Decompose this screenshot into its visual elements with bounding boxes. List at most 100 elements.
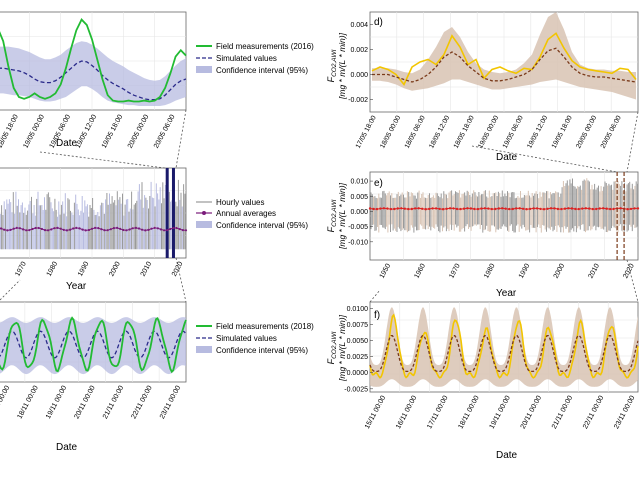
panel-b-annual-point xyxy=(131,227,134,230)
svg-text:FCO2,AWI: FCO2,AWI xyxy=(326,331,338,364)
panel-f-ytick-label: -0.0025 xyxy=(344,386,368,393)
panel-b-annual-point xyxy=(84,229,87,232)
legend-b-annual-dot xyxy=(202,211,206,215)
panel-d-ci-band xyxy=(372,12,636,100)
panel-e-annual-point xyxy=(431,207,434,210)
panel-e-annual-point xyxy=(400,207,403,210)
panel-a-xtick-label: 19/05 12:00 xyxy=(75,114,99,150)
connector-e-f-right xyxy=(626,259,639,303)
panel-d-ytick-label: 0.004 xyxy=(350,22,368,29)
panel-e-ytick-label: 0.000 xyxy=(350,209,368,216)
connector-b-to-c-left xyxy=(0,279,21,301)
panel-e-annual-point xyxy=(455,207,459,211)
panel-c-xtick-label: 21/11 00:00 xyxy=(102,385,125,421)
panel-b-annual-point xyxy=(125,229,128,232)
panel-b-hl-2016 xyxy=(165,168,169,258)
panel-f-label: f) xyxy=(374,310,380,321)
panel-e-annual-point xyxy=(612,207,615,211)
legend-a-sim-label: Simulated values xyxy=(216,54,277,63)
panel-e-xtick-label: 1960 xyxy=(413,263,427,280)
panel-b-annual-point xyxy=(78,227,81,230)
panel-f-ytick-label: 0.0075 xyxy=(347,322,369,329)
panel-b-annual-point xyxy=(181,229,184,232)
panel-b-annual-point xyxy=(22,228,25,231)
panel-d-ylabel-sub: CO2,AWI xyxy=(331,49,338,77)
panel-f-ylabel-sub: CO2,AWI xyxy=(331,331,338,359)
connector-b-to-c-right xyxy=(175,257,187,303)
panel-e-annual-point xyxy=(490,207,493,211)
panel-b-xtick-label: 2020 xyxy=(171,261,185,278)
panel-e-annual-point xyxy=(563,207,567,210)
panel-b-annual-point xyxy=(56,226,59,229)
panel-e-annual-point xyxy=(560,207,563,211)
panel-b-annual-point xyxy=(69,228,72,231)
panel-b-annual-point xyxy=(103,229,106,232)
panel-c-xtick-label: 22/11 00:00 xyxy=(130,385,153,421)
panel-d-xtick-label: 18/05 12:00 xyxy=(428,114,451,149)
panel-e-annual-point xyxy=(609,207,612,211)
panel-e-ylabel-main: F xyxy=(326,226,336,232)
connector-d-left xyxy=(471,145,618,173)
panel-e-annual-point xyxy=(591,207,594,211)
panel-f-xtick-label: 17/11 00:00 xyxy=(426,395,449,431)
panel-f-ylabel: FCO2,AWI [mg * m/(L * min)] xyxy=(326,314,347,382)
panel-e-annual-point xyxy=(469,207,473,210)
panel-b-annual-point xyxy=(75,226,78,229)
panel-f-ytick-label: 0.0025 xyxy=(347,354,369,361)
panel-f-ytick-label: 0.0000 xyxy=(347,370,369,377)
panel-b-annual-point xyxy=(122,228,125,232)
panel-a: 18/05 18:00 19/05 00:00 19/05 06:00 19/05 1… xyxy=(0,11,314,150)
legend-b-hourly-label: Hourly values xyxy=(216,198,264,207)
panel-f-xlabel: Date xyxy=(496,450,518,461)
panel-e-annual-point xyxy=(434,207,438,210)
panel-e-annual-point xyxy=(556,207,560,211)
legend-a-ci-label: Confidence interval (95%) xyxy=(216,66,308,75)
panel-b-legend: Hourly values Annual averages Confidence… xyxy=(196,198,308,230)
panel-b-xtick-label: 2010 xyxy=(140,261,154,278)
panel-b-annual-point xyxy=(169,227,172,231)
panel-e-annual-point xyxy=(382,207,386,210)
panel-e-annual-point xyxy=(386,207,389,210)
panel-e-xlabel: Year xyxy=(496,288,517,299)
panel-e-xtick-label: 2020 xyxy=(622,263,636,280)
panel-c-xtick-label: 23/11 00:00 xyxy=(159,385,182,421)
panel-e-annual-point xyxy=(546,207,549,210)
panel-d-xtick-label: 17/05 18:00 xyxy=(355,114,378,149)
panel-d-xlabel: Date xyxy=(496,152,518,163)
panel-f-xtick-label: 22/11 00:00 xyxy=(582,395,605,431)
panel-e-ylabel-units: [mg * m/(L * min)] xyxy=(337,182,347,250)
panel-b-annual-point xyxy=(178,228,181,231)
panel-b-annual-point xyxy=(156,227,159,230)
panel-e-annual-point xyxy=(595,207,598,211)
panel-d-ylabel: FCO2,AWI [mg * m/(L * min)] xyxy=(326,32,347,100)
panel-d-field-line xyxy=(371,32,637,87)
panel-e-annual-point xyxy=(407,207,410,211)
panel-c-xtick-label: 18/11 00:00 xyxy=(16,385,39,421)
panel-b-annual-point xyxy=(163,229,166,232)
panel-e-annual-point xyxy=(375,207,379,211)
panel-d-xtick-label: 19/05 12:00 xyxy=(526,114,549,149)
panel-e-annual-point xyxy=(581,207,584,210)
panel-f-ytick-label: 0.0100 xyxy=(347,306,369,313)
panel-b-xtick-label: 1980 xyxy=(46,261,60,278)
panel-b-annual-point xyxy=(18,227,21,230)
panel-e-annual-point xyxy=(421,207,424,210)
panel-c-field-line xyxy=(0,316,187,374)
panel-d-xtick-label: 18/05 06:00 xyxy=(404,114,427,149)
panel-e-annual-point xyxy=(452,207,455,210)
panel-e-annual-point xyxy=(626,208,629,211)
panel-e-annual-point xyxy=(542,208,546,211)
panel-b-annual-point xyxy=(31,227,34,231)
panel-b-annual-point xyxy=(116,226,119,229)
panel-b-annual-point xyxy=(144,229,147,232)
panel-b-annual-point xyxy=(81,228,84,231)
panel-f-xtick-label: 21/11 00:00 xyxy=(551,395,574,431)
panel-e-annual-point xyxy=(629,207,633,211)
panel-e-annual-point xyxy=(466,207,469,210)
panel-e-xtick-label: 1950 xyxy=(379,263,393,280)
panel-d-xtick-label: 18/05 00:00 xyxy=(379,114,402,149)
panel-e-annual-point xyxy=(480,207,483,210)
panel-e-annual-point xyxy=(567,207,570,210)
panel-d-xtick-label: 19/05 06:00 xyxy=(502,114,525,149)
panel-f-field-line xyxy=(369,313,639,379)
